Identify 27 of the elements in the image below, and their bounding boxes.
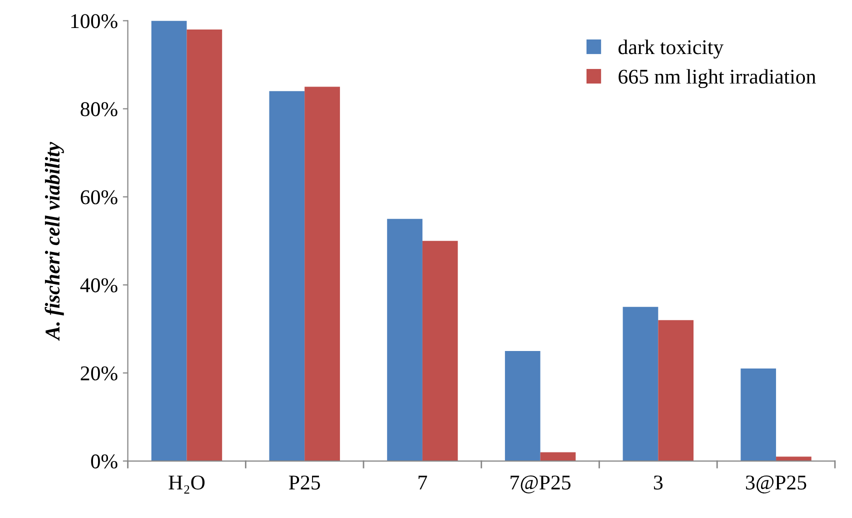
bar	[387, 218, 422, 462]
y-axis-title: A. fischeri cell viability	[44, 142, 64, 341]
y-tick-label: 60%	[80, 190, 118, 204]
bar	[504, 350, 540, 462]
bar	[186, 30, 222, 462]
bar	[422, 240, 458, 462]
legend-label: 665 nm light irradiation	[618, 69, 816, 88]
bar	[269, 91, 305, 462]
x-tick-label: P25	[288, 476, 320, 490]
bar	[304, 86, 340, 462]
y-tick-label: 40%	[80, 278, 118, 292]
bar	[151, 20, 187, 462]
x-tick-label: 7	[418, 476, 428, 490]
y-tick-label: 100%	[71, 14, 118, 28]
bar	[622, 306, 658, 462]
legend-label: dark toxicity	[618, 40, 724, 59]
x-tick-label: 7@P25	[510, 475, 571, 494]
bar	[540, 452, 576, 462]
x-tick-label: 3@P25	[746, 475, 806, 494]
y-tick-label: 0%	[91, 454, 118, 469]
bar	[658, 320, 694, 462]
y-tick-label: 80%	[80, 102, 118, 116]
x-tick-label: 3	[654, 476, 663, 490]
bar	[740, 368, 776, 462]
x-tick-label: H₂O	[168, 476, 205, 494]
y-tick-label: 20%	[80, 366, 118, 380]
bar	[776, 456, 812, 462]
